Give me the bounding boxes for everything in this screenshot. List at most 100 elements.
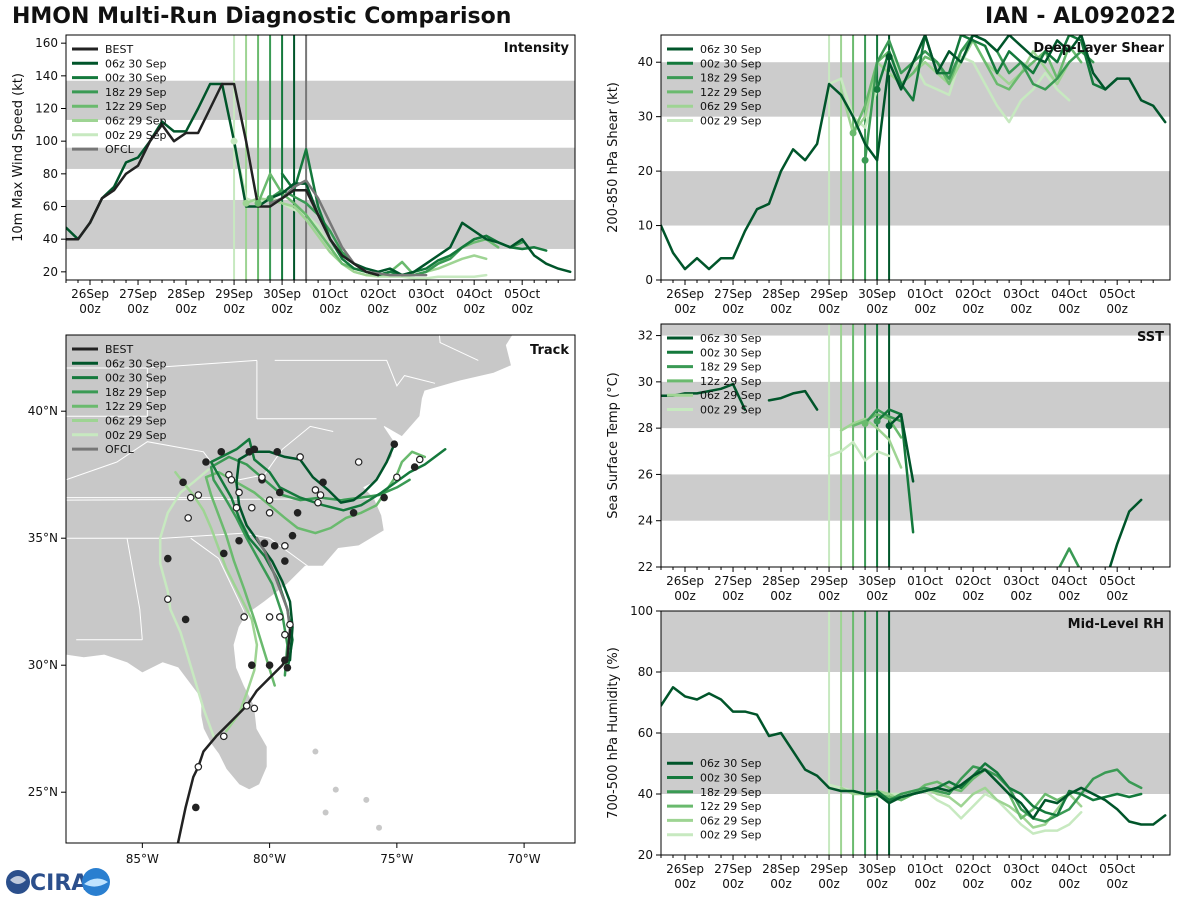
y-tick-label: 160 [35,36,58,50]
x-tick-label: 29Sep [810,287,848,301]
x-tick-label: 03Oct [1003,287,1039,301]
x-tick-label: 30Sep [858,574,896,588]
legend-label: BEST [105,43,133,56]
init-marker [873,85,881,93]
map-area [66,335,575,843]
panel-title: Mid-Level RH [1068,617,1164,632]
legend-label: 06z 30 Sep [700,757,762,770]
track-point-open [296,453,304,461]
x-tick-label: 75°W [380,852,413,866]
legend-label: OFCL [105,143,135,156]
x-tick-label-hour: 00z [1106,877,1128,891]
x-tick-label: 27Sep [119,287,157,301]
island [312,748,319,755]
x-tick-label: 85°W [126,852,159,866]
legend-label: 00z 30 Sep [105,72,167,85]
plot-frame [65,334,576,844]
x-tick-label: 30Sep [858,287,896,301]
track-point-open [275,613,284,621]
track-point-open [164,595,172,603]
y-tick-label: 40 [43,232,58,246]
y-tick-label: 40 [638,787,653,801]
storm-id-title: IAN - AL092022 [985,4,1176,29]
x-tick-label-hour: 00z [914,302,936,316]
legend-label: 06z 29 Sep [700,389,762,402]
x-tick-label: 27Sep [714,862,752,876]
x-tick-label-hour: 00z [818,877,840,891]
state-border [190,537,245,613]
legend-label: 06z 30 Sep [105,357,167,370]
track-point-filled [275,488,284,497]
legend-label: 00z 30 Sep [700,346,762,359]
legend-label: 00z 29 Sep [700,829,762,842]
y-tick-label: 25°N [28,785,58,799]
series-line [244,197,488,277]
y-tick-label: 100 [630,604,653,618]
threshold-band [661,381,1170,429]
x-tick-label-hour: 00z [818,589,840,603]
rh-panel: 26Sep00z27Sep00z28Sep00z29Sep00z30Sep00z… [606,604,1171,891]
threshold-band [661,474,1170,521]
y-tick-label: 20 [638,848,653,862]
x-tick-label: 26Sep [666,862,704,876]
track-line [235,442,396,662]
x-tick-label-hour: 00z [175,302,197,316]
x-tick-label-hour: 00z [962,589,984,603]
x-tick-label-hour: 00z [770,302,792,316]
init-marker [266,194,274,202]
island [332,786,339,793]
track-point-filled [270,542,279,550]
x-tick-label-hour: 00z [1058,589,1080,603]
track-point-open [265,508,274,517]
legend-label: 06z 29 Sep [105,115,167,128]
track-point-filled [181,615,190,624]
series-line [1108,498,1143,567]
legend-label: 06z 29 Sep [700,814,762,827]
threshold-band [661,324,1170,336]
island [322,809,329,816]
y-tick-label: 60 [43,200,58,214]
y-tick-label: 26 [638,467,653,481]
panel-title: Track [530,343,569,358]
track-point-open [258,473,266,482]
x-tick-label-hour: 00z [1010,877,1032,891]
x-tick-label: 04Oct [1051,574,1087,588]
track-line [176,628,292,843]
track-point-open [194,762,203,771]
x-tick-label-hour: 00z [770,589,792,603]
x-tick-label-hour: 00z [962,302,984,316]
legend-label: 00z 29 Sep [700,404,762,417]
y-tick-label: 20 [43,265,58,279]
state-border [274,359,436,387]
x-tick-label: 27Sep [714,574,752,588]
series-line [827,440,891,462]
plot-area [661,35,1170,280]
x-tick-label-hour: 00z [367,302,389,316]
y-tick-label: 24 [638,514,653,528]
init-marker [242,199,250,207]
y-axis-label: 200-850 hPa Shear (kt) [606,82,621,233]
track-point-open [194,491,203,499]
legend-label: 12z 29 Sep [700,86,762,99]
init-marker [254,199,262,207]
track-point-open [286,620,294,629]
track-point-filled [288,531,297,540]
x-tick-label: 04Oct [1051,287,1087,301]
series-line [66,82,380,277]
x-tick-label: 01Oct [312,287,348,301]
y-tick-label: 120 [35,102,58,116]
y-tick-label: 140 [35,69,58,83]
x-tick-label: 04Oct [1051,862,1087,876]
series-line [851,768,1071,820]
plot-frame [660,34,1171,281]
x-tick-label: 03Oct [408,287,444,301]
x-tick-label: 01Oct [907,574,943,588]
track-point-open [265,613,274,621]
track-line [158,468,215,738]
plot-area [661,324,1170,567]
track-point-open [247,503,256,512]
x-tick-label-hour: 00z [866,877,888,891]
sst-panel: 26Sep00z27Sep00z28Sep00z29Sep00z30Sep00z… [606,323,1171,603]
init-marker [885,53,893,61]
track-point-open [415,455,424,464]
